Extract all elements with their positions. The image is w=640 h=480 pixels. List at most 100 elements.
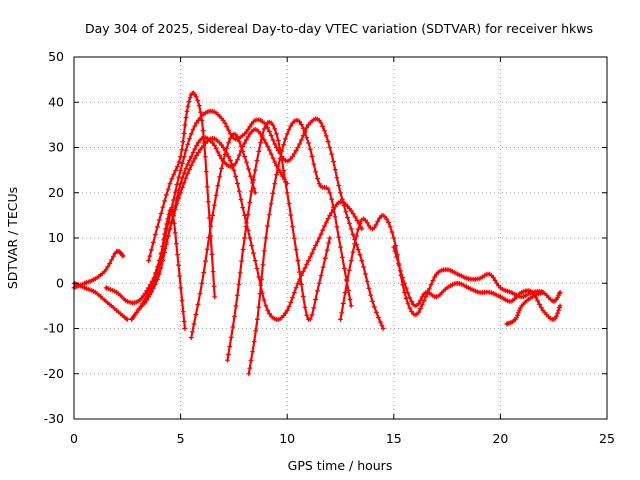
data-point: [190, 159, 196, 165]
data-point: [327, 213, 333, 218]
data-point: [178, 285, 184, 291]
data-point: [244, 159, 249, 165]
data-point: [162, 250, 167, 255]
data-point: [236, 188, 242, 194]
data-point: [156, 217, 162, 223]
data-point: [290, 295, 295, 301]
series-track-2: [71, 280, 130, 322]
data-point: [242, 213, 247, 218]
data-point: [555, 310, 560, 316]
data-point: [107, 261, 113, 266]
data-point: [194, 120, 199, 126]
data-point: [219, 166, 224, 171]
data-point: [355, 226, 361, 232]
data-point: [226, 127, 231, 133]
data-point: [402, 289, 407, 295]
data-point: [354, 233, 359, 239]
data-point: [178, 181, 183, 187]
data-point: [391, 235, 397, 241]
data-point: [284, 308, 290, 313]
data-point: [210, 269, 216, 275]
data-point: [146, 258, 151, 263]
data-point: [155, 224, 160, 230]
data-point: [174, 201, 180, 207]
data-point: [265, 143, 271, 149]
data-point: [245, 212, 251, 217]
data-point: [307, 316, 313, 322]
data-point: [284, 131, 290, 137]
data-point: [155, 277, 160, 282]
data-point: [299, 137, 304, 143]
data-point: [178, 154, 183, 159]
data-point: [267, 147, 272, 153]
data-point: [185, 141, 191, 147]
data-point: [418, 297, 423, 303]
data-point: [201, 270, 207, 275]
data-point: [250, 349, 255, 355]
data-point: [156, 271, 162, 277]
data-point: [279, 148, 285, 154]
data-point: [227, 135, 233, 141]
data-point: [246, 371, 252, 377]
data-point: [329, 209, 334, 215]
data-point: [247, 200, 253, 205]
data-point: [281, 168, 286, 173]
data-point: [192, 146, 198, 152]
data-point: [275, 138, 281, 144]
data-point: [230, 324, 236, 330]
data-point: [277, 156, 283, 161]
data-point: [402, 280, 407, 286]
data-point: [324, 247, 330, 253]
y-tick-label: 0: [56, 275, 64, 290]
data-point: [311, 305, 317, 311]
data-point: [247, 124, 253, 129]
data-point: [236, 281, 242, 287]
data-point: [149, 247, 154, 253]
data-point: [302, 130, 308, 136]
data-point: [407, 305, 413, 311]
data-point: [242, 154, 247, 159]
data-point: [267, 129, 272, 134]
data-point: [171, 213, 176, 219]
data-point: [386, 220, 391, 225]
data-point: [263, 140, 269, 146]
data-point: [538, 305, 544, 311]
data-point: [326, 240, 332, 246]
data-point: [198, 109, 203, 115]
data-point: [315, 239, 320, 245]
data-point: [302, 265, 308, 271]
data-point: [179, 297, 185, 303]
data-point: [288, 212, 294, 218]
data-point: [178, 167, 183, 173]
data-point: [204, 184, 210, 190]
data-point: [251, 177, 256, 183]
data-point: [336, 183, 342, 188]
data-point: [348, 226, 354, 232]
data-point: [379, 323, 385, 329]
data-point: [368, 292, 374, 298]
data-point: [256, 274, 262, 280]
data-point: [190, 150, 196, 156]
data-point: [354, 218, 360, 223]
data-point: [167, 181, 173, 187]
data-point: [265, 125, 271, 131]
data-point: [272, 126, 278, 132]
axis-ticks: 0 5 10 15 20 25 -30 -20 -10 0 10 20 30 40 50: [44, 49, 615, 446]
data-point: [192, 156, 198, 161]
y-tick-label: 50: [48, 49, 64, 64]
data-point: [278, 170, 283, 175]
data-point: [307, 146, 313, 152]
data-point: [340, 254, 345, 260]
data-point: [187, 95, 193, 101]
series-track-7: [146, 136, 365, 322]
data-point: [236, 138, 242, 144]
data-point: [336, 234, 342, 240]
data-point: [378, 319, 383, 325]
data-point: [357, 221, 363, 226]
series-track-12: [391, 244, 563, 322]
data-point: [256, 304, 262, 310]
data-point: [236, 153, 242, 158]
data-point: [158, 251, 164, 257]
data-point: [238, 143, 244, 149]
data-point: [263, 303, 269, 309]
